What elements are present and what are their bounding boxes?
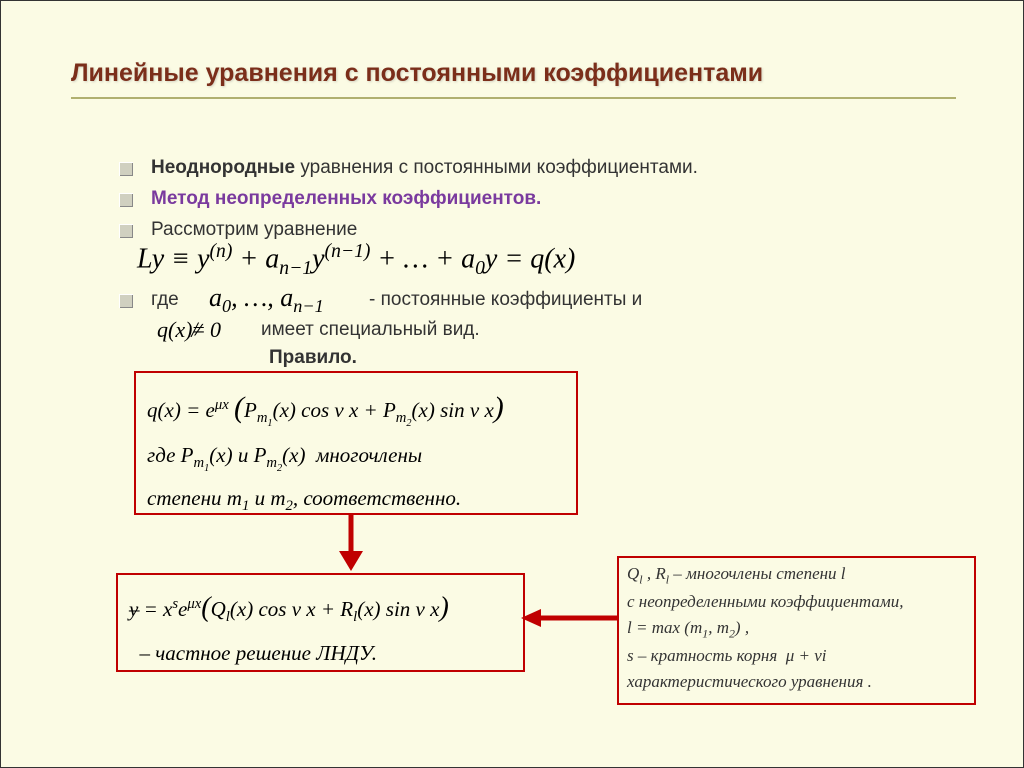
bullet-1: Неоднородные уравнения с постоянными коэ… (151, 157, 698, 179)
note-line5: характеристического уравнения . (627, 669, 967, 695)
bullet-4-pre: где (151, 289, 179, 311)
note-box-content: Ql , Rl – многочлены степени l с неопред… (627, 561, 967, 694)
box2-line2: – частное решение ЛНДУ. (129, 634, 449, 674)
arrow-left-icon (521, 607, 617, 629)
note-line3: l = max (m1, m2) , (627, 615, 967, 643)
arrow-down-icon (331, 513, 371, 571)
bullet-4-line2: имеет специальный вид. (261, 319, 480, 341)
bullet-icon (119, 294, 133, 308)
bullet-1-bold: Неоднородные (151, 157, 295, 178)
note-line2: с неопределенными коэффициентами, (627, 589, 967, 615)
note-line1: Ql , Rl – многочлены степени l (627, 561, 967, 589)
bullet-1-rest: уравнения с постоянными коэффициентами. (295, 157, 698, 178)
bullet-3: Рассмотрим уравнение (151, 219, 357, 241)
note-line4: s – кратность корня μ + νi (627, 643, 967, 669)
box1-line3: степени m1 и m2, соответственно. (147, 479, 504, 521)
rule-label: Правило. (269, 347, 357, 369)
box1-content: q(x) = eμx (Pm1(x) cos ν x + Pm2(x) sin … (147, 379, 504, 521)
bullet-icon (119, 224, 133, 238)
box1-line2: где Pm1(x) и Pm2(x) многочлены (147, 436, 504, 479)
box1-line1: q(x) = eμx (Pm1(x) cos ν x + Pm2(x) sin … (147, 379, 504, 436)
bullet-icon (119, 193, 133, 207)
coefficients: a0, …, an−1 (209, 283, 324, 317)
bullet-4-post: - постоянные коэффициенты и (369, 289, 642, 311)
bullet-icon (119, 162, 133, 176)
slide-title: Линейные уравнения с постоянными коэффиц… (71, 59, 763, 88)
box2-line1: _y = xseμx(Ql(x) cos ν x + Rl(x) sin ν x… (129, 581, 449, 634)
qx-condition: q(x)≠/ 0 (157, 317, 221, 343)
box2-content: _y = xseμx(Ql(x) cos ν x + Rl(x) sin ν x… (129, 581, 449, 674)
equation-main: Ly ≡ y(n) + an−1y(n−1) + … + a0y = q(x) (137, 241, 575, 280)
bullet-2: Метод неопределенных коэффициентов. (151, 188, 541, 210)
title-underline (71, 97, 956, 99)
